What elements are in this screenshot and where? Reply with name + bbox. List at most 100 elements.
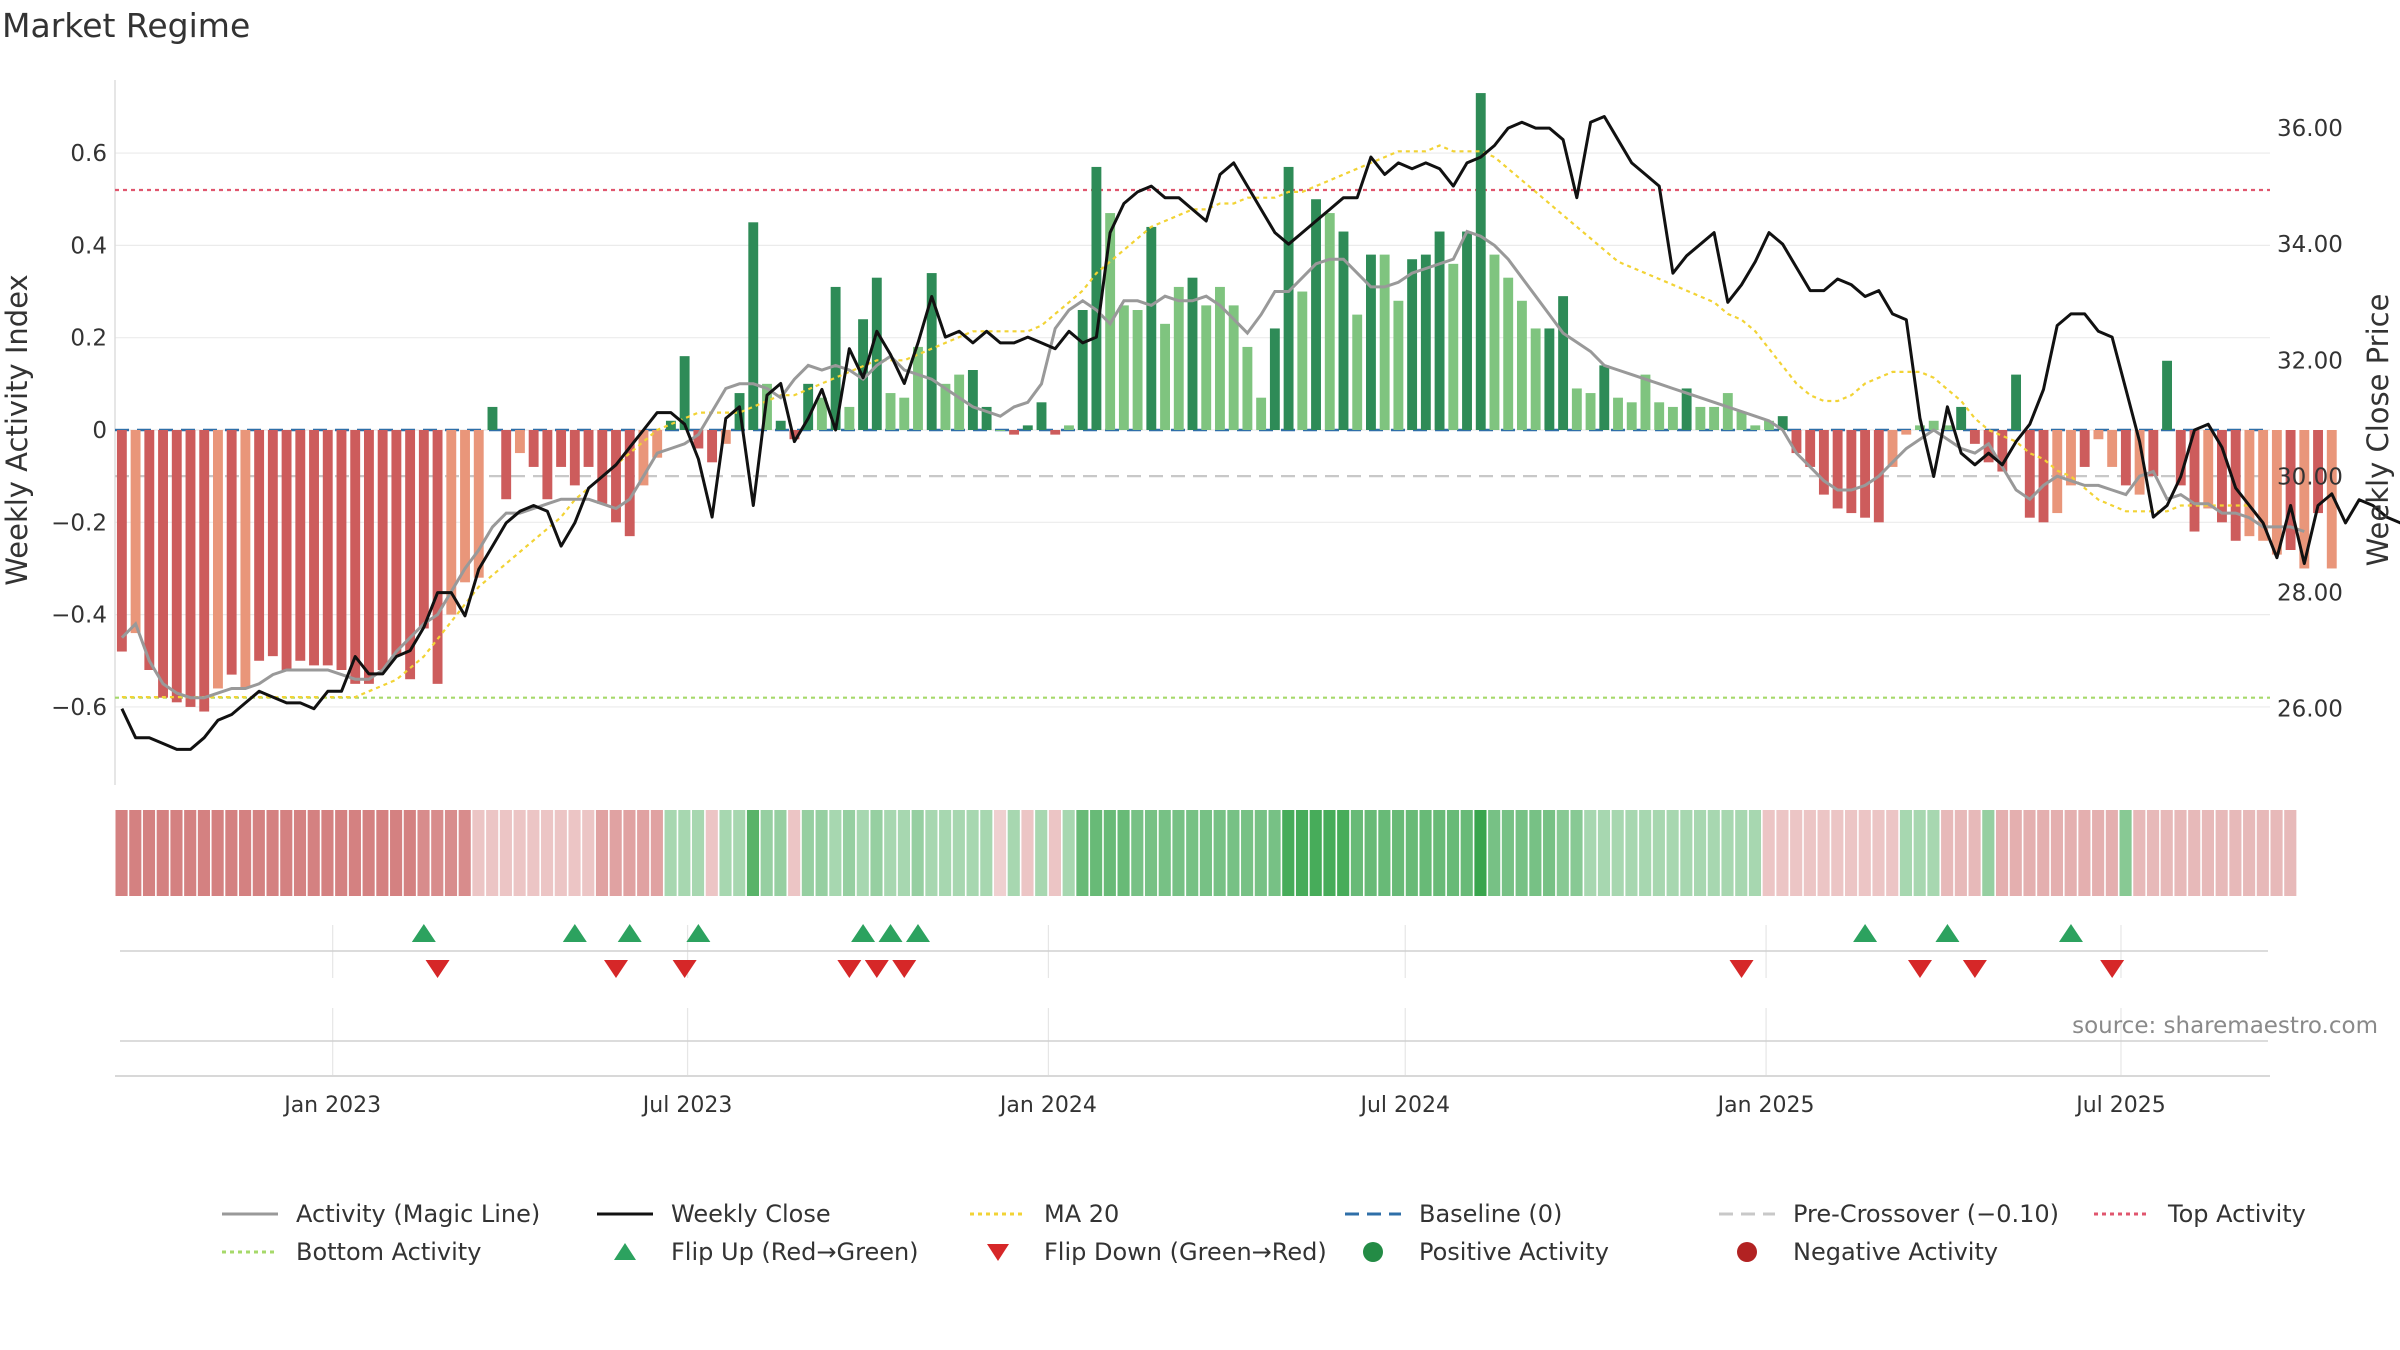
regime-cell (1954, 810, 1967, 896)
activity-bar (1956, 406, 1967, 430)
activity-bar (1599, 365, 1610, 430)
regime-cell (1776, 810, 1789, 896)
legend-item: Activity (Magic Line) (220, 1200, 540, 1228)
activity-bar (1969, 430, 1980, 444)
regime-cell (472, 810, 485, 896)
legend-swatch (222, 1212, 278, 1216)
activity-bar (1558, 296, 1569, 430)
regime-cell (884, 810, 897, 896)
activity-bar (473, 430, 484, 578)
activity-bar (418, 430, 429, 629)
activity-bar (2093, 430, 2104, 440)
series-lines (120, 115, 2400, 751)
x-tick-label: Jul 2025 (2074, 1093, 2166, 1118)
regime-cell (348, 810, 361, 896)
regime-cell (2146, 810, 2160, 896)
activity-bar (967, 370, 978, 430)
regime-cell (842, 810, 856, 896)
regime-cell (1748, 810, 1762, 896)
legend-swatch (2094, 1212, 2150, 1216)
regime-cell (1968, 810, 1981, 896)
regime-cell (266, 810, 279, 896)
regime-cell (966, 810, 979, 896)
activity-bar (2024, 430, 2035, 518)
regime-cell (705, 810, 718, 896)
flip-down-marker (672, 960, 697, 978)
legend-item: Bottom Activity (220, 1238, 481, 1266)
regime-cell (1419, 810, 1432, 896)
activity-bar (1242, 346, 1253, 430)
activity-bar (281, 430, 292, 670)
activity-bar (1215, 286, 1225, 430)
activity-bar (1393, 300, 1404, 430)
y-tick-label-right: 30.00 (2277, 464, 2343, 490)
activity-bar (1050, 430, 1061, 435)
activity-bar (1338, 231, 1349, 430)
regime-cell (1131, 810, 1144, 896)
regime-cell (1515, 810, 1528, 896)
regime-cell (541, 810, 554, 896)
y-tick-label-left: 0 (92, 418, 107, 444)
activity-bar (171, 430, 182, 703)
regime-cell (1872, 810, 1885, 896)
regime-cell (2174, 810, 2187, 896)
regime-cell (1995, 810, 2009, 896)
activity-bar (2120, 430, 2131, 486)
regime-cell (1735, 810, 1748, 896)
regime-cell (1213, 810, 1226, 896)
flip-down-marker (1907, 960, 1932, 978)
regime-cell (225, 810, 238, 896)
regime-cell (2037, 810, 2050, 896)
activity-bar (720, 430, 731, 444)
regime-cell (486, 810, 499, 896)
activity-bar (487, 406, 498, 430)
x-tick-label: Jul 2023 (641, 1093, 733, 1118)
legend-item: Weekly Close (595, 1200, 831, 1228)
legend-label: Top Activity (2168, 1200, 2306, 1228)
regime-cell (925, 810, 938, 896)
regime-cell (1790, 810, 1803, 896)
legend-swatch (1345, 1212, 1401, 1216)
x-tick-label: Jan 2025 (1716, 1093, 1815, 1118)
activity-bar (514, 430, 525, 454)
regime-cell (1392, 810, 1405, 896)
activity-bar (1709, 406, 1720, 430)
activity-bar (1503, 277, 1514, 430)
regime-cell (2160, 810, 2173, 896)
activity-bar (1009, 430, 1020, 435)
regime-cell (307, 810, 320, 896)
regime-cell (2215, 810, 2228, 896)
regime-cell (2023, 810, 2036, 896)
activity-bar (1681, 388, 1692, 430)
activity-bar (185, 430, 196, 707)
flip-up-marker (686, 924, 711, 942)
regime-cell (390, 810, 403, 896)
regime-cell (1899, 810, 1913, 896)
legend-label: Baseline (0) (1419, 1200, 1563, 1228)
regime-cell (362, 810, 375, 896)
regime-cell (513, 810, 526, 896)
regime-cell (1062, 810, 1075, 896)
regime-cell (1501, 810, 1514, 896)
flip-up-marker (851, 924, 876, 942)
activity-bar (199, 430, 210, 712)
flip-down-marker (1729, 960, 1754, 978)
regime-cell (1199, 810, 1212, 896)
regime-cell (1707, 810, 1720, 896)
activity-bar (1379, 254, 1390, 430)
regime-strip (115, 810, 2297, 896)
activity-bar (2011, 374, 2022, 430)
activity-bar (2217, 430, 2227, 523)
regime-cell (801, 810, 814, 896)
activity-bar (885, 393, 896, 430)
regime-cell (1433, 810, 1446, 896)
activity-bar (1997, 430, 2008, 472)
activity-bar (981, 406, 992, 430)
regime-cell (980, 810, 993, 896)
flip-up-marker (1935, 924, 1960, 942)
y-axis-label-right: Weekly Close Price (2361, 294, 2395, 567)
regime-cell (431, 810, 444, 896)
regime-cell (1639, 810, 1652, 896)
activity-bar (2244, 430, 2255, 537)
regime-cell (1680, 810, 1693, 896)
